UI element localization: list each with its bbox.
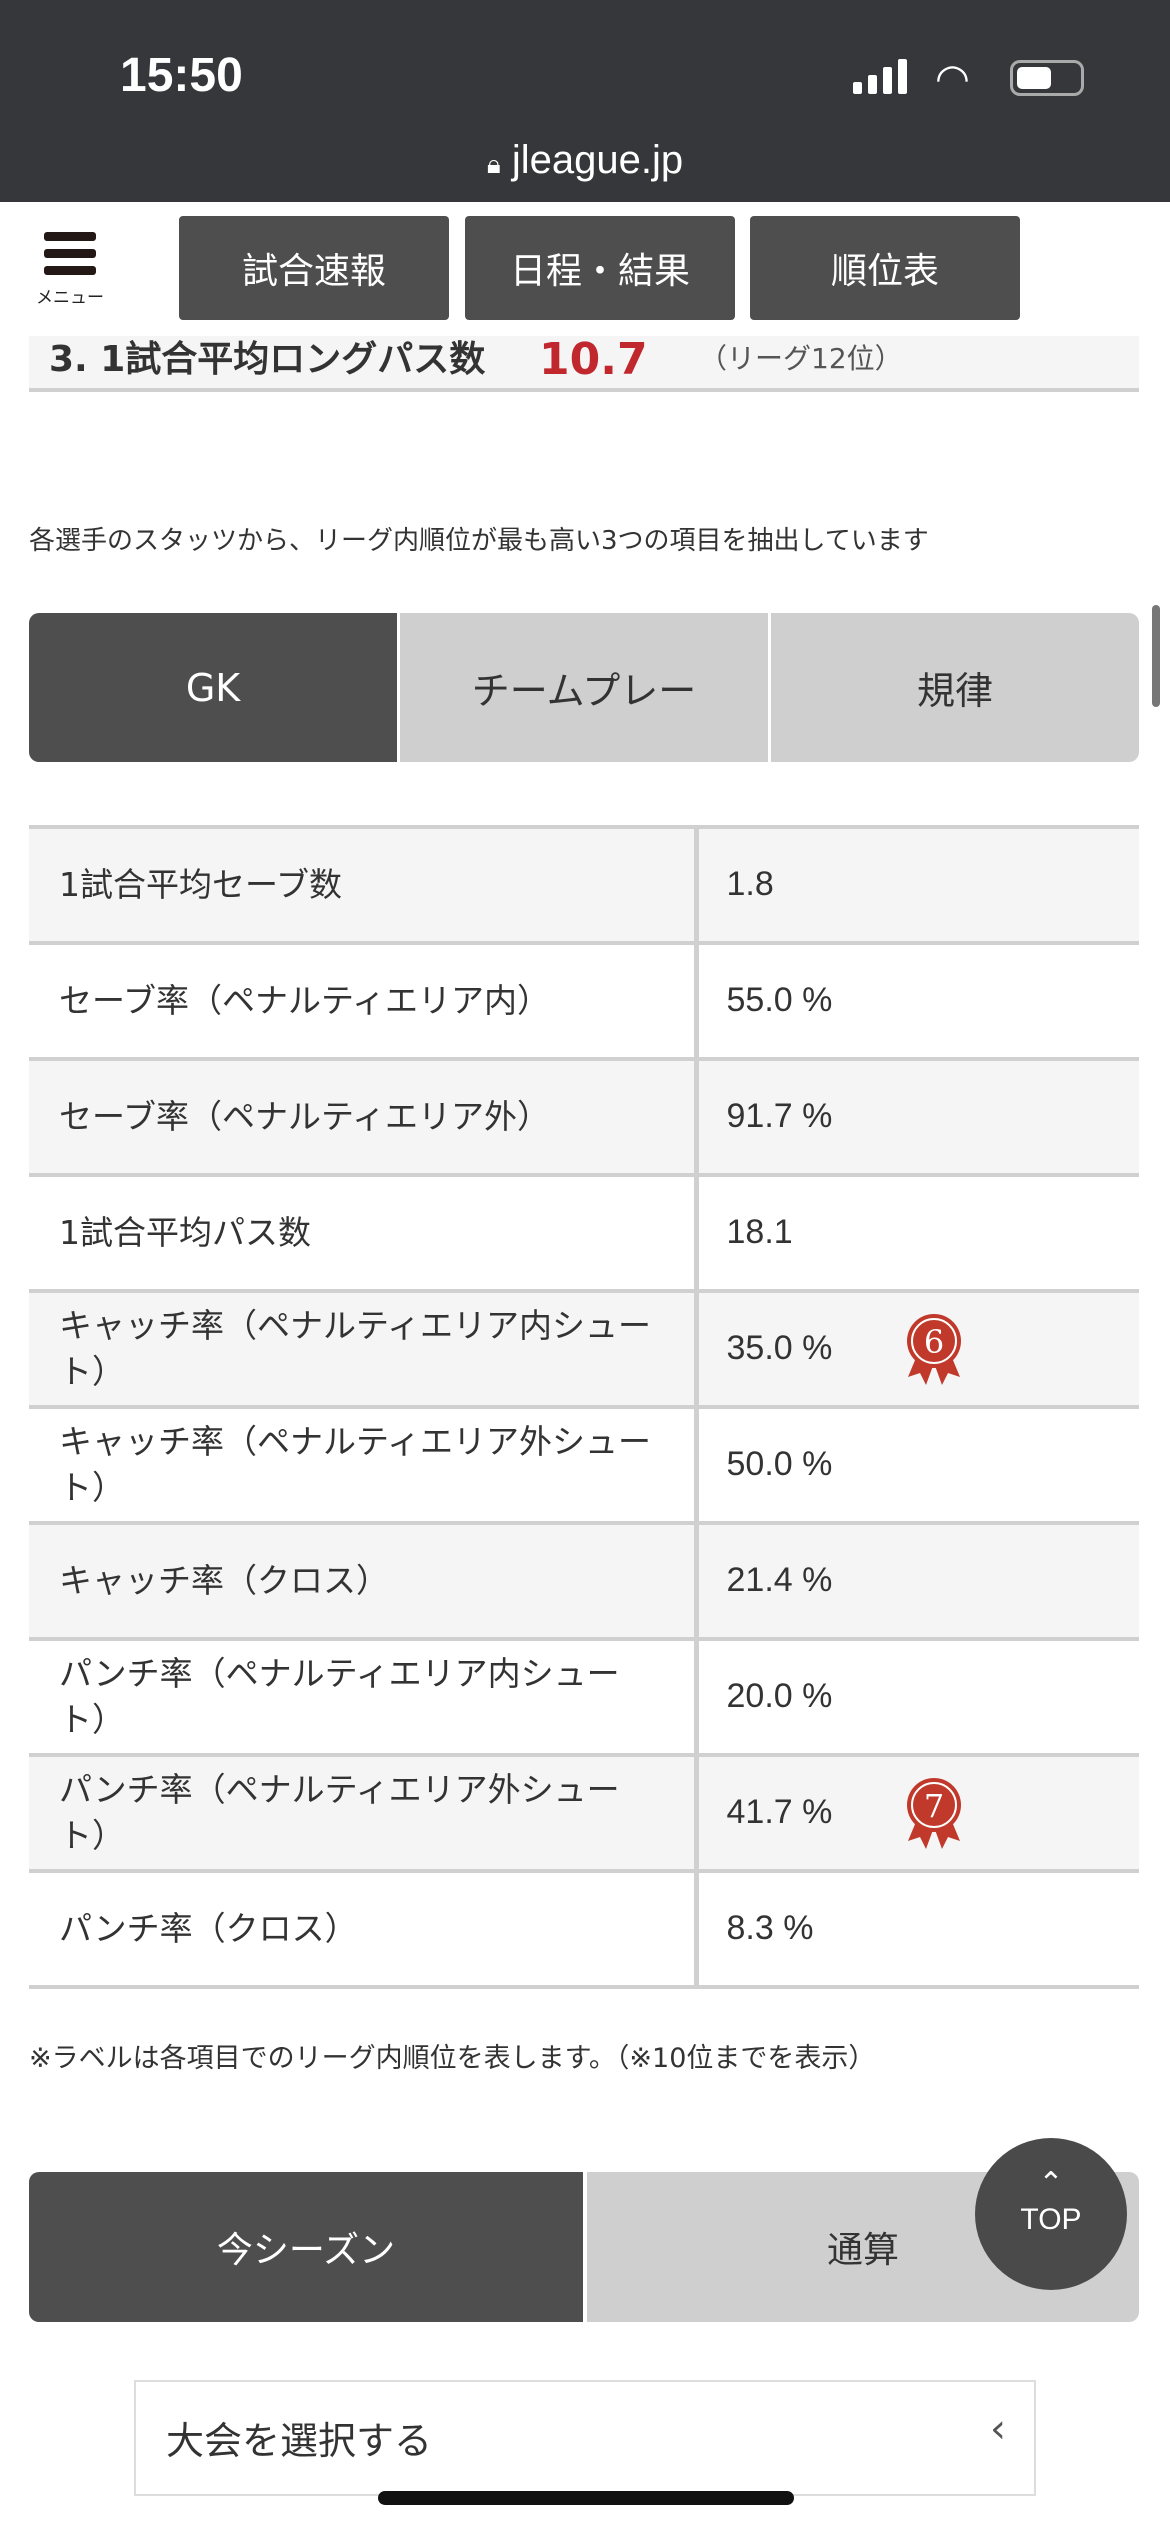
status-bar: 15:50 ◠ 🔒︎ jleague.jp: [0, 0, 1170, 202]
url-bar[interactable]: 🔒︎ jleague.jp: [0, 138, 1170, 183]
chevron-left-icon: ‹: [990, 2406, 1006, 2452]
stat-label: パンチ率（クロス）: [29, 1869, 699, 1989]
table-row: キャッチ率（ペナルティエリア外シュート） 50.0 %: [29, 1405, 1139, 1525]
back-to-top-button[interactable]: ⌃ TOP: [975, 2138, 1127, 2290]
description: 各選手のスタッツから、リーグ内順位が最も高い3つの項目を抽出しています: [29, 526, 929, 556]
home-indicator: [378, 2491, 794, 2505]
stat-value: 41.7 % 7: [696, 1753, 1139, 1873]
tab-teamplay[interactable]: チームプレー: [397, 613, 768, 762]
table-row: 1試合平均セーブ数 1.8: [29, 825, 1139, 945]
category-tabs: GK チームプレー 規律: [29, 613, 1139, 762]
stat-value-text: 21.4 %: [726, 1561, 833, 1600]
rank-ribbon-icon: 7: [906, 1778, 961, 1849]
stat-label: 3. 1試合平均ロングパス数: [49, 339, 486, 380]
site-header: メニュー 試合速報 日程・結果 順位表: [0, 202, 1170, 336]
stat-label: パンチ率（ペナルティエリア内シュート）: [29, 1637, 699, 1757]
top-label: TOP: [1020, 2203, 1082, 2236]
rank-number: 7: [923, 1787, 943, 1825]
table-row: セーブ率（ペナルティエリア外） 91.7 %: [29, 1057, 1139, 1177]
stat-value: 55.0 %: [696, 941, 1139, 1061]
stat-label: セーブ率（ペナルティエリア内）: [29, 941, 699, 1061]
stat-value-text: 1.8: [726, 865, 774, 904]
stat-value: 8.3 %: [696, 1869, 1139, 1989]
stat-value: 20.0 %: [696, 1637, 1139, 1757]
stat-rank: （リーグ12位）: [699, 342, 903, 375]
lock-icon: 🔒︎: [486, 149, 501, 179]
table-row: パンチ率（クロス） 8.3 %: [29, 1869, 1139, 1989]
stat-value-text: 41.7 %: [726, 1793, 833, 1832]
rank-number: 6: [923, 1323, 943, 1361]
wifi-icon: ◠: [935, 56, 970, 102]
stat-value-text: 20.0 %: [726, 1677, 833, 1716]
season-tabs: 今シーズン 通算: [29, 2172, 1139, 2322]
table-row: パンチ率（ペナルティエリア外シュート） 41.7 % 7: [29, 1753, 1139, 1873]
stat-label: キャッチ率（ペナルティエリア外シュート）: [29, 1405, 699, 1525]
footnote: ※ラベルは各項目でのリーグ内順位を表します。（※10位までを表示）: [29, 2043, 876, 2074]
menu-button[interactable]: メニュー: [30, 232, 110, 308]
stat-label: セーブ率（ペナルティエリア外）: [29, 1057, 699, 1177]
signal-icon: [853, 58, 907, 94]
battery-icon: [1010, 60, 1084, 96]
competition-select[interactable]: 大会を選択する ‹: [134, 2380, 1036, 2496]
url-text: jleague.jp: [511, 138, 684, 182]
stat-value: 18.1: [696, 1173, 1139, 1293]
stat-label: キャッチ率（クロス）: [29, 1521, 699, 1641]
table-row: パンチ率（ペナルティエリア内シュート） 20.0 %: [29, 1637, 1139, 1757]
stat-label: パンチ率（ペナルティエリア外シュート）: [29, 1753, 699, 1873]
stat-value-text: 35.0 %: [726, 1329, 833, 1368]
nav-standings[interactable]: 順位表: [750, 216, 1020, 320]
stats-table: 1試合平均セーブ数 1.8 セーブ率（ペナルティエリア内） 55.0 % セーブ率（ペナ…: [29, 825, 1139, 1989]
stat-value: 1.8: [696, 825, 1139, 945]
stat-label: 1試合平均パス数: [29, 1173, 699, 1293]
tab-discipline[interactable]: 規律: [768, 613, 1139, 762]
stat-value: 91.7 %: [696, 1057, 1139, 1177]
clock: 15:50: [120, 49, 243, 102]
hamburger-icon: [44, 232, 96, 241]
tab-this-season[interactable]: 今シーズン: [29, 2172, 583, 2322]
stat-value: 50.0 %: [696, 1405, 1139, 1525]
stat-value: 35.0 % 6: [696, 1289, 1139, 1409]
stat-value-text: 18.1: [726, 1213, 793, 1252]
stat-label: 1試合平均セーブ数: [29, 825, 699, 945]
stat-value-text: 50.0 %: [726, 1445, 833, 1484]
menu-label: メニュー: [36, 288, 104, 308]
nav-live[interactable]: 試合速報: [179, 216, 449, 320]
scrollbar[interactable]: [1152, 605, 1160, 707]
stat-value-text: 8.3 %: [726, 1909, 814, 1948]
tab-gk[interactable]: GK: [29, 613, 397, 762]
table-row: セーブ率（ペナルティエリア内） 55.0 %: [29, 941, 1139, 1061]
stat-value-text: 55.0 %: [726, 981, 833, 1020]
select-label: 大会を選択する: [166, 2419, 433, 2463]
stat-label: キャッチ率（ペナルティエリア内シュート）: [29, 1289, 699, 1409]
rank-ribbon-icon: 6: [906, 1314, 961, 1385]
table-row: 1試合平均パス数 18.1: [29, 1173, 1139, 1293]
chevron-up-icon: ⌃: [1038, 2167, 1064, 2200]
nav-schedule[interactable]: 日程・結果: [465, 216, 735, 320]
table-row: キャッチ率（クロス） 21.4 %: [29, 1521, 1139, 1641]
stat-value: 21.4 %: [696, 1521, 1139, 1641]
stat-value: 10.7: [539, 334, 648, 385]
table-row: キャッチ率（ペナルティエリア内シュート） 35.0 % 6: [29, 1289, 1139, 1409]
stat-value-text: 91.7 %: [726, 1097, 833, 1136]
